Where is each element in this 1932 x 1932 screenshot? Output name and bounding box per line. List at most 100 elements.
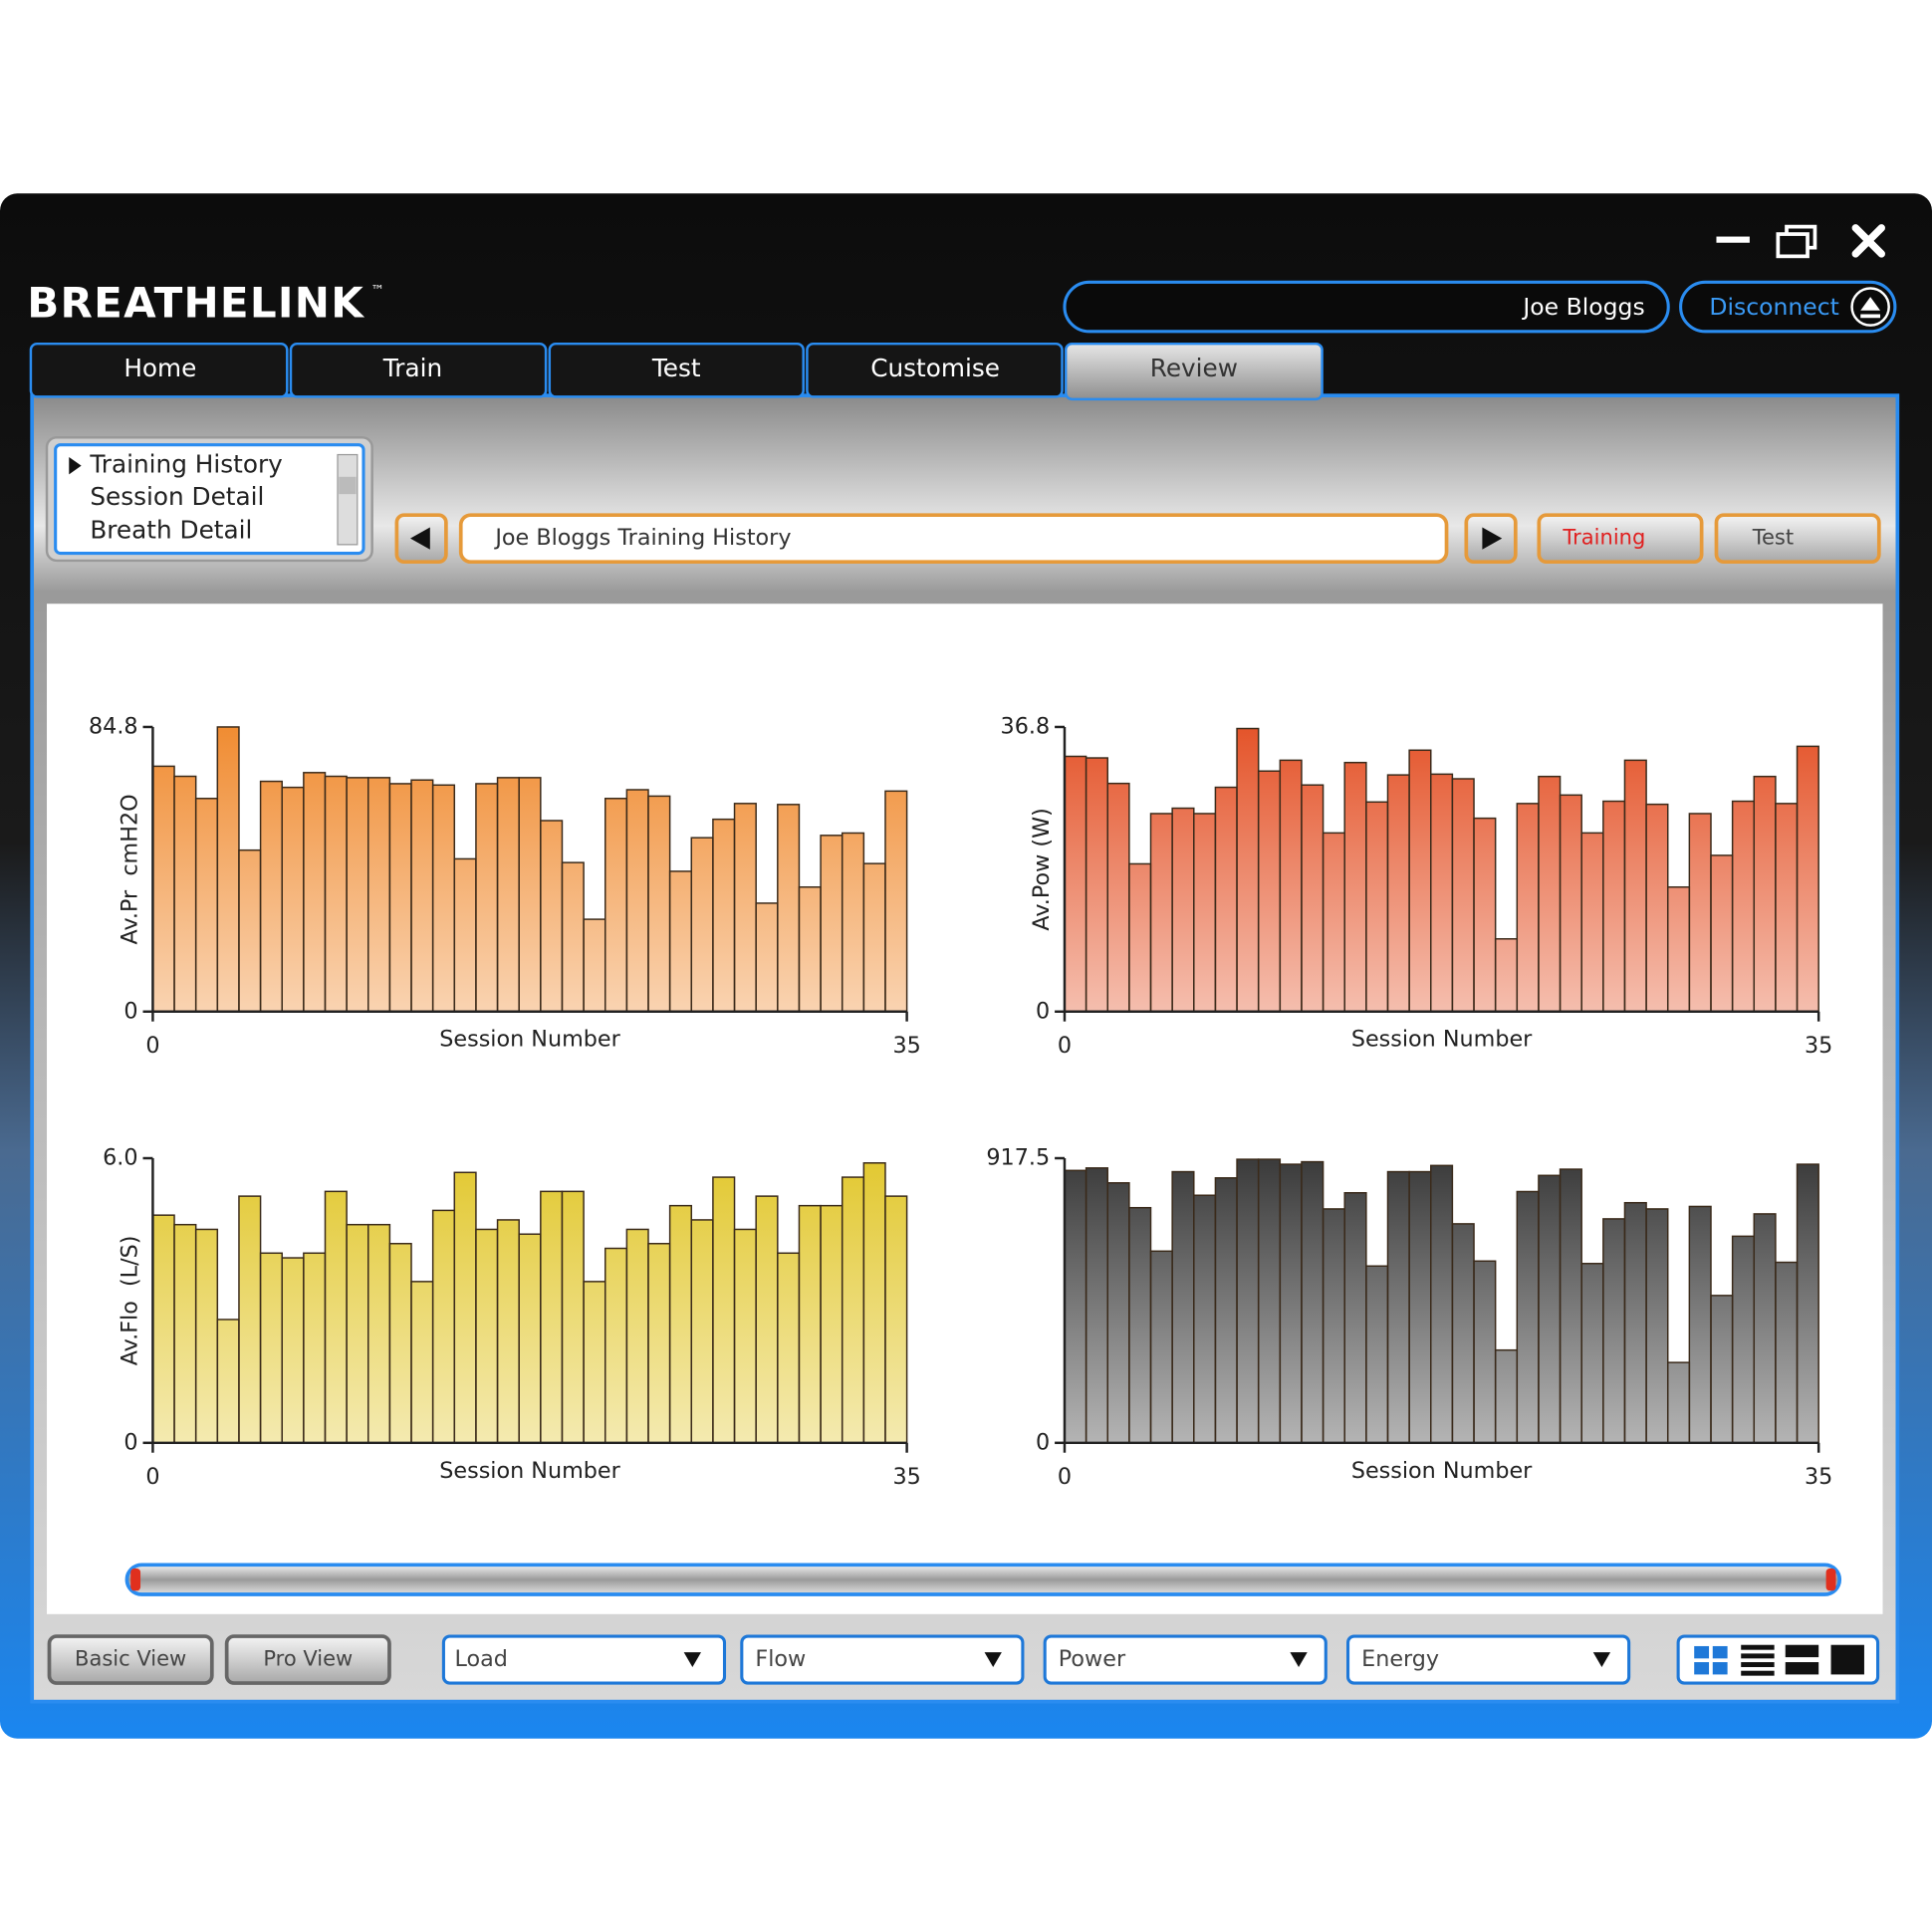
- disconnect-button[interactable]: [1679, 280, 1897, 334]
- test-button[interactable]: [1714, 513, 1881, 565]
- bar: [1430, 1164, 1454, 1444]
- tab[interactable]: [29, 342, 289, 398]
- bar: [820, 835, 844, 1013]
- bar: [777, 804, 801, 1013]
- bar: [475, 783, 499, 1013]
- y-tick-label: 6.0: [103, 1145, 137, 1171]
- bar: [1602, 1218, 1626, 1444]
- bar: [561, 1190, 585, 1444]
- single-layout-icon[interactable]: [1830, 1644, 1864, 1675]
- bar-chart: 0 36.8 0 35 Session Number Av.Pow (W): [1001, 713, 1833, 1058]
- view-item[interactable]: Session Detail: [90, 482, 264, 511]
- trademark: ™: [370, 283, 384, 299]
- layout-switcher[interactable]: [1676, 1634, 1880, 1685]
- bar-chart: 0 84.8 0 35 Session Number Av.Pr cmH2O: [89, 713, 921, 1058]
- tab[interactable]: [289, 342, 548, 398]
- bar: [733, 1228, 757, 1444]
- restore-button[interactable]: [1776, 224, 1817, 259]
- tab[interactable]: [548, 342, 805, 398]
- bar: [668, 1204, 693, 1444]
- bar: [1106, 1182, 1130, 1444]
- bar: [1580, 832, 1604, 1013]
- list-layout-icon[interactable]: [1741, 1644, 1775, 1676]
- bar: [496, 1219, 520, 1444]
- bar: [798, 885, 822, 1013]
- bar: [1171, 807, 1195, 1013]
- dropdown[interactable]: [740, 1634, 1025, 1685]
- split-layout-icon[interactable]: [1785, 1644, 1819, 1675]
- bar: [1731, 1235, 1756, 1444]
- bar: [1386, 1170, 1410, 1444]
- x-axis-label: Session Number: [1351, 1027, 1533, 1053]
- y-tick-label: 36.8: [1001, 713, 1051, 739]
- bar: [367, 1223, 391, 1444]
- bar: [755, 1195, 779, 1444]
- bar: [367, 777, 391, 1013]
- dropdown[interactable]: [1345, 1634, 1631, 1685]
- bar: [625, 1228, 649, 1444]
- close-button[interactable]: [1851, 224, 1885, 258]
- bar: [1386, 774, 1410, 1013]
- tab[interactable]: [806, 342, 1064, 398]
- view-item[interactable]: Breath Detail: [90, 515, 252, 544]
- bar: [346, 777, 369, 1013]
- basic-view-button[interactable]: [47, 1634, 214, 1685]
- bar: [540, 1190, 564, 1444]
- y-axis-label: Av.Pow (W): [1029, 808, 1055, 930]
- scroll-thumb[interactable]: [339, 476, 357, 495]
- pro-view-button[interactable]: [224, 1634, 391, 1685]
- bar: [862, 862, 886, 1013]
- bar: [1753, 775, 1777, 1013]
- bar: [1753, 1213, 1777, 1444]
- bar: [1688, 813, 1712, 1013]
- active-tab[interactable]: [1064, 342, 1324, 401]
- bar: [733, 803, 757, 1013]
- bar: [453, 1171, 477, 1444]
- bar: [1796, 745, 1819, 1013]
- bar: [410, 1281, 434, 1444]
- dropdown[interactable]: [1043, 1634, 1328, 1685]
- bar: [303, 772, 327, 1013]
- bar: [1559, 1168, 1582, 1444]
- bar: [1343, 761, 1367, 1013]
- training-button[interactable]: [1537, 513, 1704, 565]
- bar: [410, 779, 434, 1013]
- history-title-field: [458, 513, 1449, 565]
- slider-end-handle[interactable]: [1825, 1569, 1836, 1591]
- bar: [690, 837, 714, 1013]
- bar: [841, 832, 865, 1013]
- x-tick-label: 0: [145, 1033, 159, 1059]
- grid-layout-icon[interactable]: [1694, 1645, 1728, 1675]
- y-tick-label: 0: [123, 998, 137, 1024]
- bar: [216, 726, 240, 1013]
- selection-marker: [69, 457, 82, 475]
- slider-start-handle[interactable]: [130, 1569, 141, 1591]
- minimize-button[interactable]: [1716, 236, 1750, 243]
- view-item[interactable]: Training History: [89, 450, 282, 479]
- dropdown-arrow: [683, 1652, 701, 1667]
- history-title: Joe Bloggs Training History: [493, 525, 791, 551]
- bar: [1214, 1177, 1238, 1444]
- x-tick-label: 35: [1805, 1464, 1832, 1490]
- bar: [862, 1162, 886, 1444]
- bar: [1343, 1192, 1367, 1444]
- eject-icon: [1850, 287, 1890, 327]
- bar: [388, 1243, 412, 1444]
- bar: [1473, 817, 1497, 1013]
- x-axis-label: Session Number: [439, 1027, 620, 1053]
- range-slider[interactable]: [124, 1563, 1842, 1596]
- x-axis-label: Session Number: [1351, 1458, 1533, 1484]
- logo: BREATHELINK: [27, 278, 364, 327]
- test-label: Test: [1752, 525, 1794, 550]
- bar-chart: 0 917.5 0 35 Session Number: [986, 1145, 1832, 1490]
- bar: [1516, 1190, 1540, 1444]
- bar: [194, 1228, 219, 1444]
- dropdown[interactable]: [441, 1634, 727, 1685]
- training-label: Training: [1562, 525, 1645, 550]
- bar: [259, 780, 283, 1013]
- bar: [1279, 1163, 1303, 1444]
- right-arrow: [1482, 527, 1503, 550]
- scrollbar[interactable]: [337, 453, 359, 546]
- bar: [1301, 784, 1325, 1013]
- bar: [259, 1252, 283, 1444]
